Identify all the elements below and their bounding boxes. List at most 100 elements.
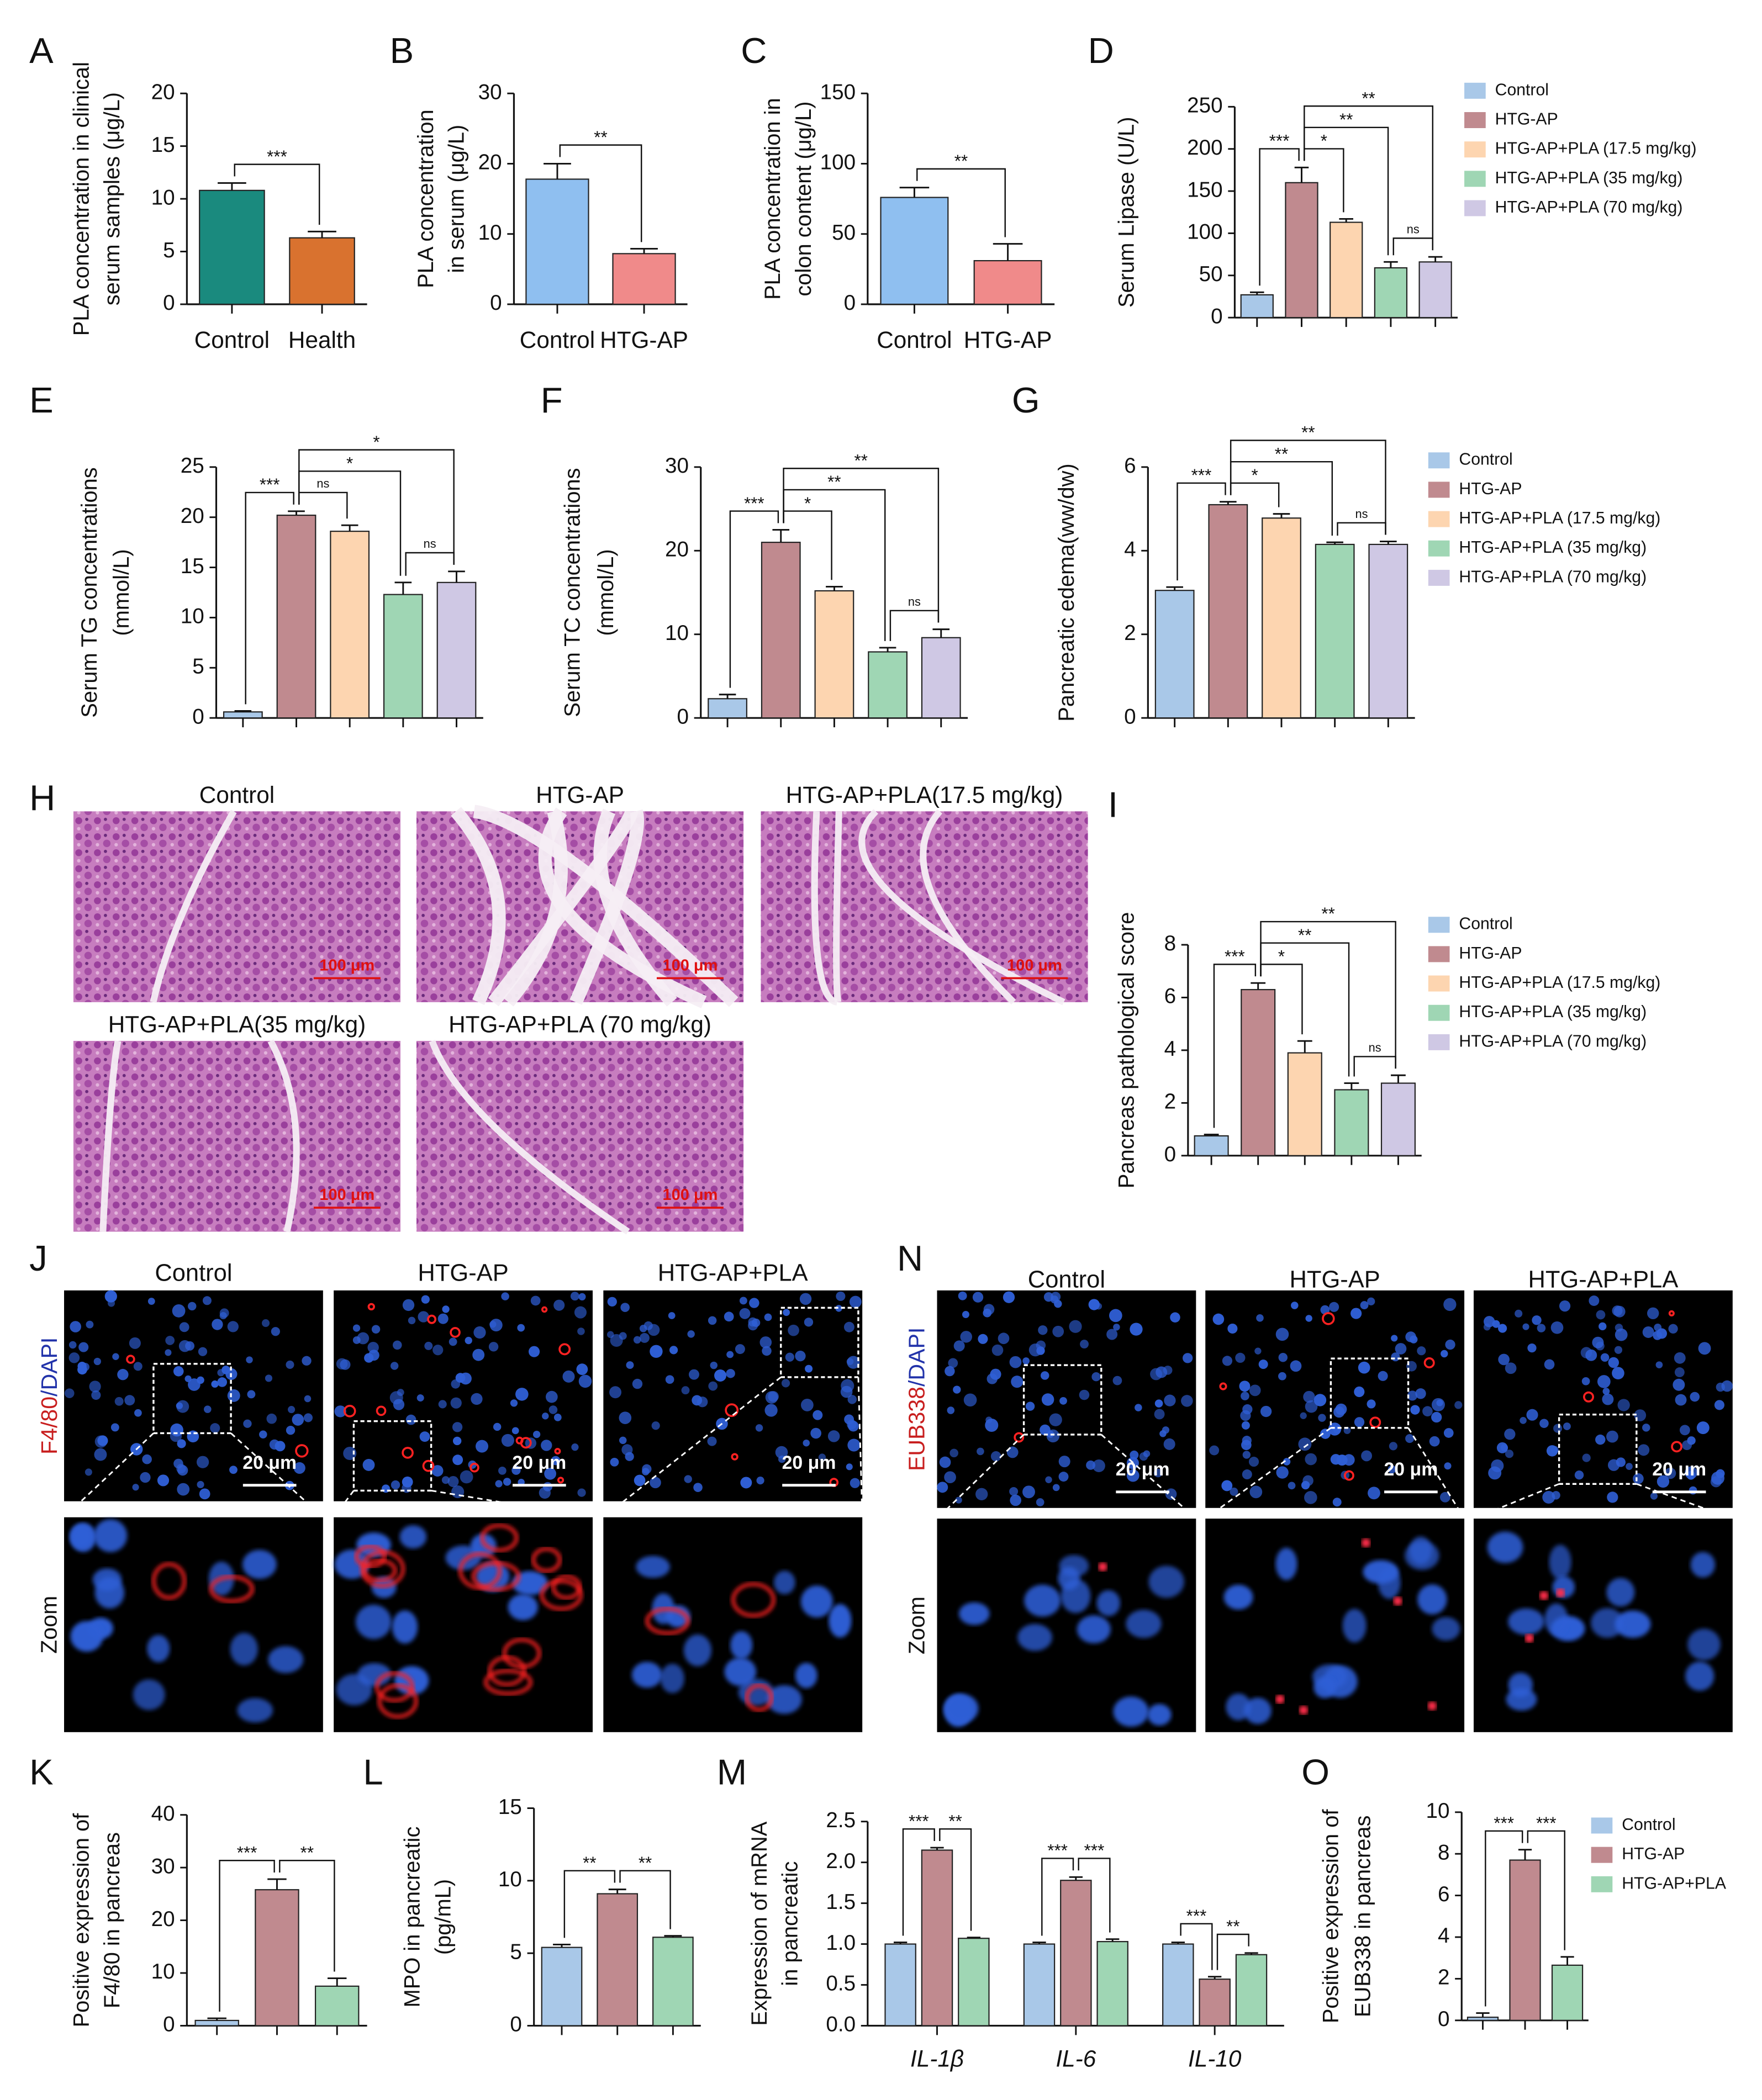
y-axis-label: PLA concentration in <box>761 98 785 300</box>
nucleus <box>1052 1325 1064 1337</box>
y-tick-label: 15 <box>181 554 204 578</box>
significance-label: ** <box>1301 423 1315 442</box>
nucleus <box>392 1610 418 1644</box>
stain: EUB338 <box>904 1387 930 1471</box>
nucleus <box>1506 1688 1537 1711</box>
nucleus <box>1599 1322 1607 1331</box>
bar <box>1315 543 1355 719</box>
signal <box>1299 1705 1309 1715</box>
nucleus <box>1242 1436 1252 1446</box>
nucleus <box>788 1324 799 1336</box>
nucleus <box>1350 1308 1362 1319</box>
signal <box>1583 1391 1594 1403</box>
nucleus <box>1288 1482 1296 1490</box>
x-tick-label: HTG-AP <box>964 327 1052 353</box>
nucleus <box>739 1308 751 1319</box>
nucleus <box>147 1634 170 1663</box>
signal <box>375 1671 414 1702</box>
y-axis-label: MPO in pancreatic <box>400 1827 425 2008</box>
nucleus <box>275 1441 286 1452</box>
legend-swatch <box>1428 569 1450 586</box>
nucleus <box>292 1414 304 1426</box>
nucleus <box>1600 1353 1610 1362</box>
y-tick-label: 0 <box>490 291 502 315</box>
bar <box>1154 590 1195 719</box>
nucleus <box>1429 1436 1440 1447</box>
nucleus <box>177 1439 186 1448</box>
nucleus <box>707 1436 717 1446</box>
significance-label: ** <box>583 1853 596 1872</box>
nucleus <box>1313 1676 1336 1699</box>
panel-letter: C <box>741 30 767 71</box>
nucleus <box>626 1361 634 1369</box>
significance-label: ** <box>300 1843 314 1862</box>
nucleus <box>1690 1552 1716 1578</box>
signal <box>540 1579 583 1611</box>
error-bar <box>1171 1942 1185 1944</box>
nucleus <box>1596 1310 1606 1320</box>
nucleus <box>196 1456 209 1468</box>
significance-label: *** <box>1047 1841 1068 1860</box>
nucleus <box>1300 1412 1307 1419</box>
nucleus <box>1045 1476 1052 1483</box>
y-tick-label: 50 <box>832 221 856 245</box>
significance-bracket <box>1260 921 1396 1069</box>
significance-label: *** <box>1269 131 1290 151</box>
x-tick-label: Health <box>288 327 356 353</box>
nucleus <box>1686 1470 1696 1480</box>
nucleus <box>441 1476 450 1484</box>
legend-swatch <box>1464 82 1486 99</box>
nucleus <box>237 1698 273 1723</box>
nucleus <box>204 1405 212 1413</box>
nucleus <box>609 1386 622 1399</box>
nucleus <box>642 1468 650 1475</box>
panel-letter: G <box>1012 380 1040 420</box>
y-axis-label: Pancreatic edema(ww/dw) <box>1054 463 1079 721</box>
nucleus <box>147 1298 155 1305</box>
y-tick-label: 2.0 <box>826 1849 856 1873</box>
nucleus <box>1504 1429 1516 1440</box>
nucleus <box>343 1446 357 1461</box>
nucleus <box>85 1468 92 1476</box>
nucleus <box>86 1320 94 1329</box>
signal <box>1322 1312 1335 1325</box>
nucleus <box>1553 1424 1563 1433</box>
nucleus <box>805 1364 813 1373</box>
tissue-gap <box>473 805 738 1007</box>
bar <box>199 189 265 305</box>
nucleus <box>418 1311 429 1323</box>
nucleus <box>766 1685 802 1714</box>
nucleus <box>990 1451 1001 1462</box>
nucleus <box>764 1313 772 1321</box>
nucleus <box>288 1406 296 1414</box>
x-tick-label: Control <box>520 327 595 353</box>
nucleus <box>1106 1329 1118 1340</box>
nucleus <box>211 1380 219 1388</box>
nucleus <box>846 1463 853 1470</box>
y-tick-label: 0 <box>192 705 204 728</box>
y-axis-label: serum samples (μg/L) <box>100 92 124 305</box>
nucleus <box>799 1293 812 1305</box>
legend-swatch <box>1428 452 1450 469</box>
nucleus <box>1721 1380 1733 1392</box>
nucleus <box>1679 1425 1690 1436</box>
y-tick-label: 0 <box>1124 705 1136 728</box>
nucleus <box>1574 1470 1584 1480</box>
y-tick-label: 30 <box>478 80 502 104</box>
scale-label: 20 μm <box>1384 1459 1438 1480</box>
tissue-gap <box>811 811 838 1006</box>
nucleus <box>1275 1327 1289 1341</box>
y-tick-label: 10 <box>478 221 502 245</box>
significance-label: ** <box>1226 1917 1239 1936</box>
bar <box>383 594 423 719</box>
nucleus <box>197 1480 204 1489</box>
y-tick-label: 10 <box>181 605 204 628</box>
nucleus <box>1607 1459 1620 1471</box>
nucleus <box>1602 1388 1610 1395</box>
nucleus <box>1527 1343 1537 1353</box>
y-tick-label: 2 <box>1164 1090 1177 1114</box>
nucleus <box>785 1352 794 1362</box>
nucleus <box>1367 1399 1376 1409</box>
nucleus <box>836 1291 846 1302</box>
